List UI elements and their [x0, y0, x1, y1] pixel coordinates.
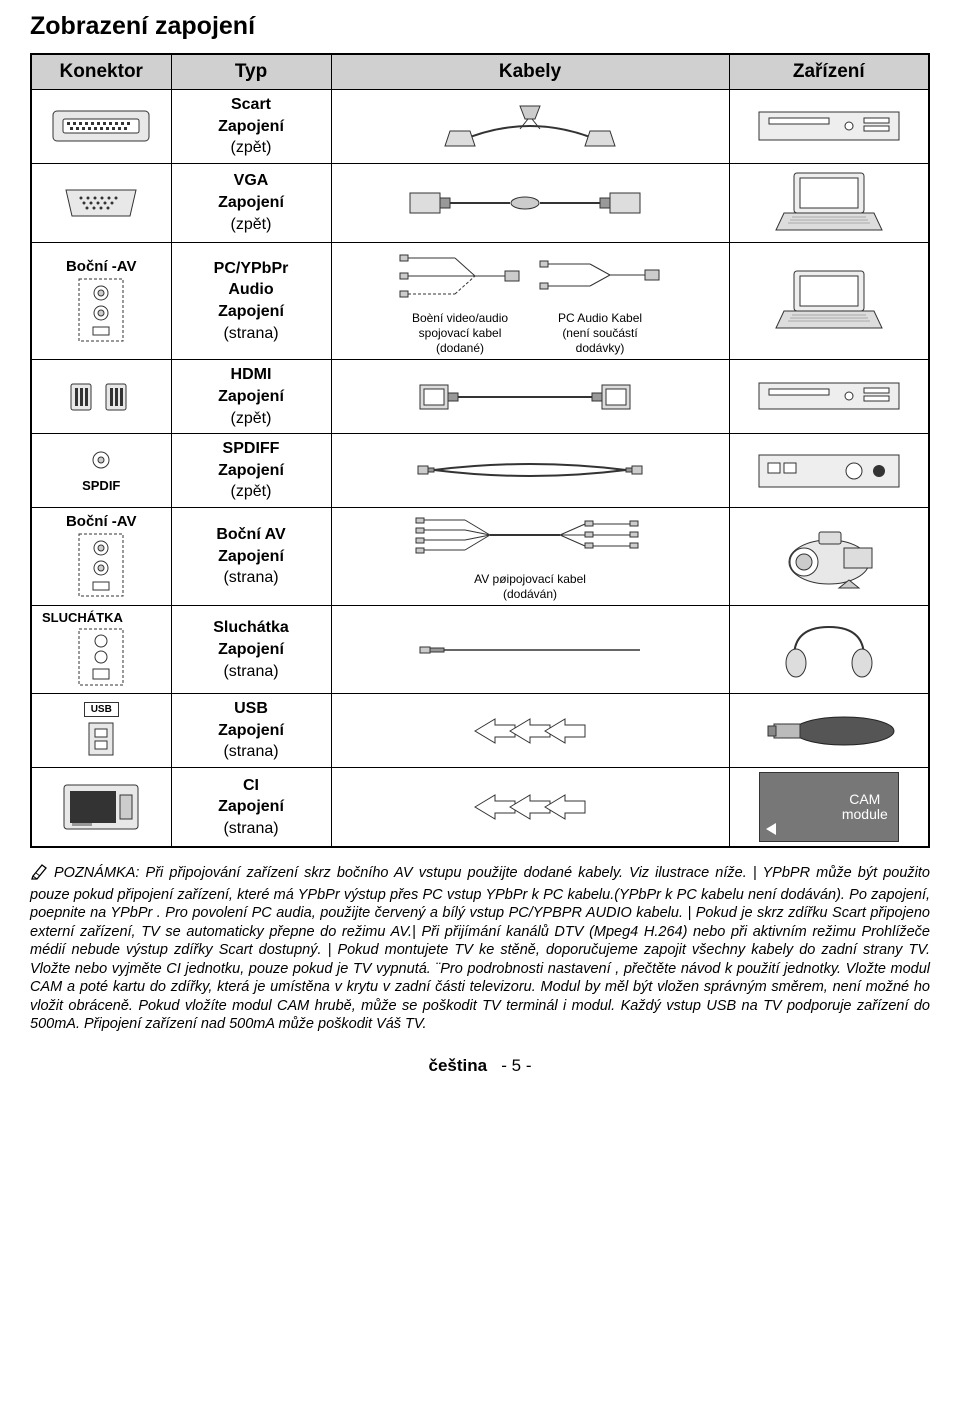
- sideav-cable-l2: (dodáván): [503, 588, 557, 601]
- page-title: Zobrazení zapojení: [30, 12, 930, 41]
- pcypbpr-type-l3: Zapojení: [218, 303, 284, 320]
- row-usb: USB USB Zapojení (strana): [31, 694, 929, 768]
- insert-arrows-icon-2: [338, 790, 723, 824]
- spdif-port-icon: [86, 448, 116, 478]
- spdif-type-l1: SPDIFF: [223, 440, 280, 457]
- cam-module-icon: CAM module: [759, 772, 899, 842]
- laptop-icon-2: [736, 266, 923, 336]
- hdmi-type-l3: (zpět): [178, 408, 325, 430]
- side-av-port-icon: [38, 275, 165, 345]
- pcypbpr-type-l1: PC/YPbPr: [214, 260, 289, 277]
- sideav-cable-l1: AV pøipojovací kabel: [474, 573, 586, 586]
- headphones-conn-label: SLUCHÁTKA: [38, 610, 165, 625]
- usb-port-icon: USB: [38, 702, 165, 760]
- vga-port-icon: [38, 174, 165, 232]
- row-ci: CI Zapojení (strana) CAM module: [31, 768, 929, 848]
- camcorder-icon: [736, 522, 923, 592]
- hdmi-type-l1: HDMI: [231, 366, 272, 383]
- note-icon: [30, 862, 50, 886]
- note-block: POZNÁMKA: Při připojování zařízení skrz …: [30, 862, 930, 1034]
- th-cables: Kabely: [331, 54, 729, 90]
- spdif-conn-label: SPDIF: [82, 478, 120, 493]
- usb-stick-icon: [736, 702, 923, 760]
- head-type-l3: (strana): [178, 661, 325, 683]
- scart-type-l2: Zapojení: [218, 118, 284, 135]
- vga-type-l2: Zapojení: [218, 194, 284, 211]
- side-av-port-icon-2: [38, 530, 165, 600]
- av-cable-icon: [410, 512, 650, 571]
- row-hdmi: HDMI Zapojení (zpět): [31, 360, 929, 434]
- headphone-cable-icon: [338, 621, 723, 679]
- pcypbpr-type-l2: Audio: [228, 281, 273, 298]
- hdmi-cable-icon: [338, 368, 723, 426]
- dvd-player-icon: [736, 97, 923, 155]
- pcypbpr-cable1-l2: spojovací kabel: [419, 327, 502, 340]
- row-sideav: Boční -AV Boční AV Zapojení (strana) AV …: [31, 507, 929, 605]
- dvd-player-icon-2: [736, 368, 923, 426]
- sideav-label-2: Boční -AV: [38, 513, 165, 530]
- scart-type-l3: (zpět): [178, 137, 325, 159]
- sideav-type-l1: Boční AV: [216, 526, 285, 543]
- footer-lang: čeština: [429, 1056, 488, 1075]
- note-text: POZNÁMKA: Při připojování zařízení skrz …: [30, 865, 930, 1032]
- insert-arrows-icon: [338, 714, 723, 748]
- amplifier-icon: [736, 442, 923, 500]
- usb-type-l2: Zapojení: [218, 722, 284, 739]
- row-spdif: SPDIF SPDIFF Zapojení (zpět): [31, 434, 929, 508]
- th-type: Typ: [171, 54, 331, 90]
- row-vga: VGA Zapojení (zpět): [31, 163, 929, 242]
- pcypbpr-cable1-l3: (dodané): [436, 342, 484, 355]
- th-device: Zařízení: [729, 54, 929, 90]
- vga-type-l3: (zpět): [178, 214, 325, 236]
- page-footer: čeština - 5 -: [30, 1056, 930, 1076]
- pcypbpr-cable1-l1: Boèní video/audio: [412, 312, 508, 325]
- headphones-icon: [736, 617, 923, 683]
- row-scart: Scart Zapojení (zpět): [31, 90, 929, 164]
- footer-page: - 5 -: [501, 1056, 531, 1075]
- connection-table: Konektor Typ Kabely Zařízení Scart Zapoj…: [30, 53, 930, 848]
- head-type-l2: Zapojení: [218, 641, 284, 658]
- ci-type-l2: Zapojení: [218, 798, 284, 815]
- pcypbpr-cable2-l2: (není součástí: [562, 327, 637, 340]
- cam-l2: module: [842, 806, 888, 822]
- usb-type-l3: (strana): [178, 741, 325, 763]
- pcypbpr-cable2-l3: dodávky): [576, 342, 625, 355]
- pcypbpr-cable2-l1: PC Audio Kabel: [558, 312, 642, 325]
- ypbpr-cable-icon: [395, 247, 525, 310]
- scart-type-l1: Scart: [231, 96, 271, 113]
- th-connector: Konektor: [31, 54, 171, 90]
- scart-port-icon: [38, 97, 165, 155]
- sideav-label-1: Boční -AV: [38, 258, 165, 275]
- hdmi-type-l2: Zapojení: [218, 388, 284, 405]
- spdif-type-l2: Zapojení: [218, 462, 284, 479]
- sideav-type-l3: (strana): [178, 567, 325, 589]
- ci-type-l1: CI: [243, 777, 259, 794]
- spdif-cable-icon: [338, 442, 723, 500]
- scart-cable-icon: [338, 97, 723, 155]
- pcaudio-cable-icon: [535, 247, 665, 310]
- usb-type-l1: USB: [234, 700, 268, 717]
- vga-type-l1: VGA: [234, 172, 269, 189]
- headphone-port-icon: [38, 625, 165, 689]
- laptop-icon: [736, 168, 923, 238]
- row-pcypbpr: Boční -AV PC/YPbPr Audio Zapojení (stran…: [31, 242, 929, 360]
- sideav-type-l2: Zapojení: [218, 548, 284, 565]
- vga-cable-icon: [338, 174, 723, 232]
- spdif-type-l3: (zpět): [178, 481, 325, 503]
- head-type-l1: Sluchátka: [213, 619, 289, 636]
- cam-l1: CAM: [849, 791, 880, 807]
- ci-slot-icon: [38, 777, 165, 837]
- ci-type-l3: (strana): [178, 818, 325, 840]
- hdmi-port-icon: [38, 368, 165, 426]
- pcypbpr-type-l4: (strana): [178, 323, 325, 345]
- row-headphones: SLUCHÁTKA Sluchátka Zapojení (strana): [31, 606, 929, 694]
